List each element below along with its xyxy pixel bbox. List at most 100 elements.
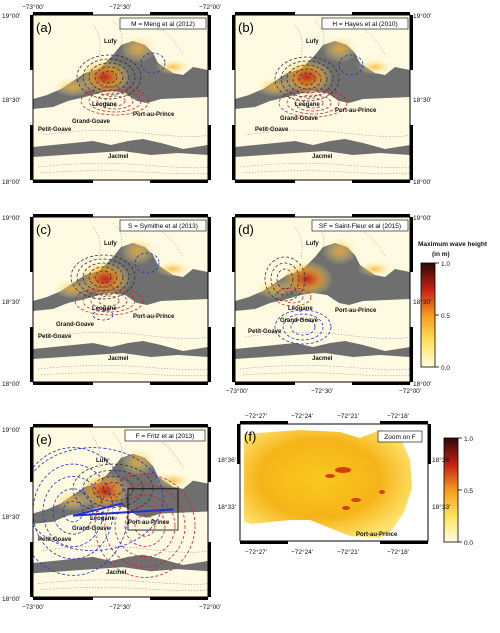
zoom-lon-label: −72°21': [337, 548, 359, 556]
place-label: Leogane: [295, 102, 320, 108]
legend-box: H = Hayes et al (2010): [332, 21, 397, 28]
map-c: [33, 217, 208, 382]
place-label: Jacmel: [108, 154, 129, 160]
place-label: Leogane: [92, 306, 117, 312]
lon-label: −73°00': [226, 387, 248, 395]
lat-label: 18°00': [2, 178, 20, 186]
place-label: Jacmel: [312, 356, 333, 362]
panel-letter: (b): [238, 20, 254, 35]
lat-label: 18°30': [2, 513, 20, 521]
panel-e: [30, 424, 211, 600]
colorbar-zoom: [443, 437, 462, 543]
zoom-wave-field: [244, 430, 412, 538]
panel-c: [30, 214, 211, 385]
place-label: Port-au-Prince: [356, 532, 398, 538]
place-label: Grand-Goave: [280, 318, 319, 324]
place-label: Grand-Goave: [72, 526, 111, 532]
place-label: Petit-Goave: [255, 127, 289, 133]
lat-label: 19°00': [2, 12, 20, 20]
lat-label: 19°00': [413, 12, 431, 20]
zoom-lon-label: −72°27': [245, 548, 267, 556]
place-label: Petit-Goave: [248, 329, 282, 335]
place-label: Leogane: [92, 102, 117, 108]
panel-letter: (e): [36, 432, 52, 447]
lon-label: −72°00': [199, 603, 221, 611]
zoom-lat-label: 18°33': [432, 503, 450, 511]
place-label: Lufy: [96, 458, 109, 464]
colorbar-tick: 1.0: [464, 436, 473, 443]
panel-d: [232, 214, 413, 385]
legend-box: S = Symithe et al (2013): [128, 223, 198, 230]
lon-label: −73°00': [22, 603, 44, 611]
panel-a: [30, 12, 211, 183]
panel-letter: (d): [238, 222, 254, 237]
lat-label: 18°30': [413, 298, 431, 306]
place-label: Lufy: [104, 241, 117, 247]
lon-label: −72°30': [109, 3, 131, 11]
lat-label: 19°00': [413, 214, 431, 222]
place-label: Grand-Goave: [56, 322, 95, 328]
place-label: Lufy: [104, 39, 117, 45]
place-label: Port-au-Prince: [335, 108, 377, 114]
lon-label: −72°00': [199, 3, 221, 11]
lat-label: 18°30': [2, 96, 20, 104]
lon-label: −73°00': [22, 3, 44, 11]
panel-letter: (c): [36, 222, 51, 237]
lat-label: 18°00': [413, 178, 431, 186]
legend-box: Zoom on F: [384, 434, 415, 441]
place-label: Lufy: [306, 39, 319, 45]
zoom-lon-label: −72°18': [387, 548, 409, 556]
place-label: Port-au-Prince: [133, 314, 175, 320]
zoom-lat-label: 18°36': [432, 456, 450, 464]
lat-label: 18°00': [2, 380, 20, 388]
colorbar-tick: 1.0: [441, 261, 450, 268]
panel-letter: (a): [36, 20, 52, 35]
colorbar-tick: 0.0: [464, 540, 473, 547]
place-label: Petit-Goave: [38, 334, 72, 340]
place-label: Leogane: [90, 516, 115, 522]
place-label: Petit-Goave: [38, 127, 72, 133]
place-label: Jacmel: [108, 356, 129, 362]
colorbar-tick: 0.0: [441, 365, 450, 372]
panel-b: [232, 12, 413, 183]
colorbar-main: [420, 262, 439, 368]
place-label: Petit-Goave: [38, 537, 72, 543]
lat-label: 18°00': [2, 595, 20, 603]
colorbar-tick: 0.5: [464, 488, 473, 495]
zoom-lon-label: −72°21': [337, 412, 359, 420]
map-e: [33, 427, 208, 597]
zoom-lat-label: 18°33': [218, 503, 236, 511]
lat-label: 19°00': [2, 214, 20, 222]
lon-label: −72°30': [311, 387, 333, 395]
zoom-lon-label: −72°24': [291, 548, 313, 556]
lon-label: −72°00': [399, 387, 421, 395]
place-label: Grand-Goave: [280, 116, 319, 122]
place-label: Port-au-Prince: [133, 112, 175, 118]
lat-label: 19°00': [2, 426, 20, 434]
lon-label: −72°30': [109, 603, 131, 611]
zoom-lon-label: −72°24': [291, 412, 313, 420]
lat-label: 18°30': [413, 96, 431, 104]
colorbar-unit: (in m): [432, 251, 450, 258]
legend-box: SF = Saint-Fleur et al (2015): [319, 223, 401, 230]
zoom-lon-label: −72°27': [245, 412, 267, 420]
place-label: Leogane: [288, 306, 313, 312]
place-label: Grand-Goave: [72, 119, 111, 125]
zoom-lon-label: −72°18': [387, 412, 409, 420]
place-label: Port-au-Prince: [335, 308, 377, 314]
lat-label: 18°00': [413, 380, 431, 388]
colorbar-tick: 0.5: [441, 313, 450, 320]
legend-box: M = Meng et al (2012): [131, 21, 195, 28]
panel-letter: (f): [244, 429, 256, 444]
colorbar-title: Maximum wave height: [418, 241, 488, 248]
zoom-lat-label: 18°36': [218, 456, 236, 464]
panel-f: [237, 421, 431, 544]
place-label: Jacmel: [312, 154, 333, 160]
place-label: Jacmel: [106, 570, 127, 576]
legend-box: F = Fritz et al (2013): [136, 433, 195, 440]
map-d: [235, 217, 410, 382]
place-label: Port-au-Prince: [128, 520, 170, 526]
lat-label: 18°30': [2, 298, 20, 306]
place-label: Lufy: [306, 241, 319, 247]
